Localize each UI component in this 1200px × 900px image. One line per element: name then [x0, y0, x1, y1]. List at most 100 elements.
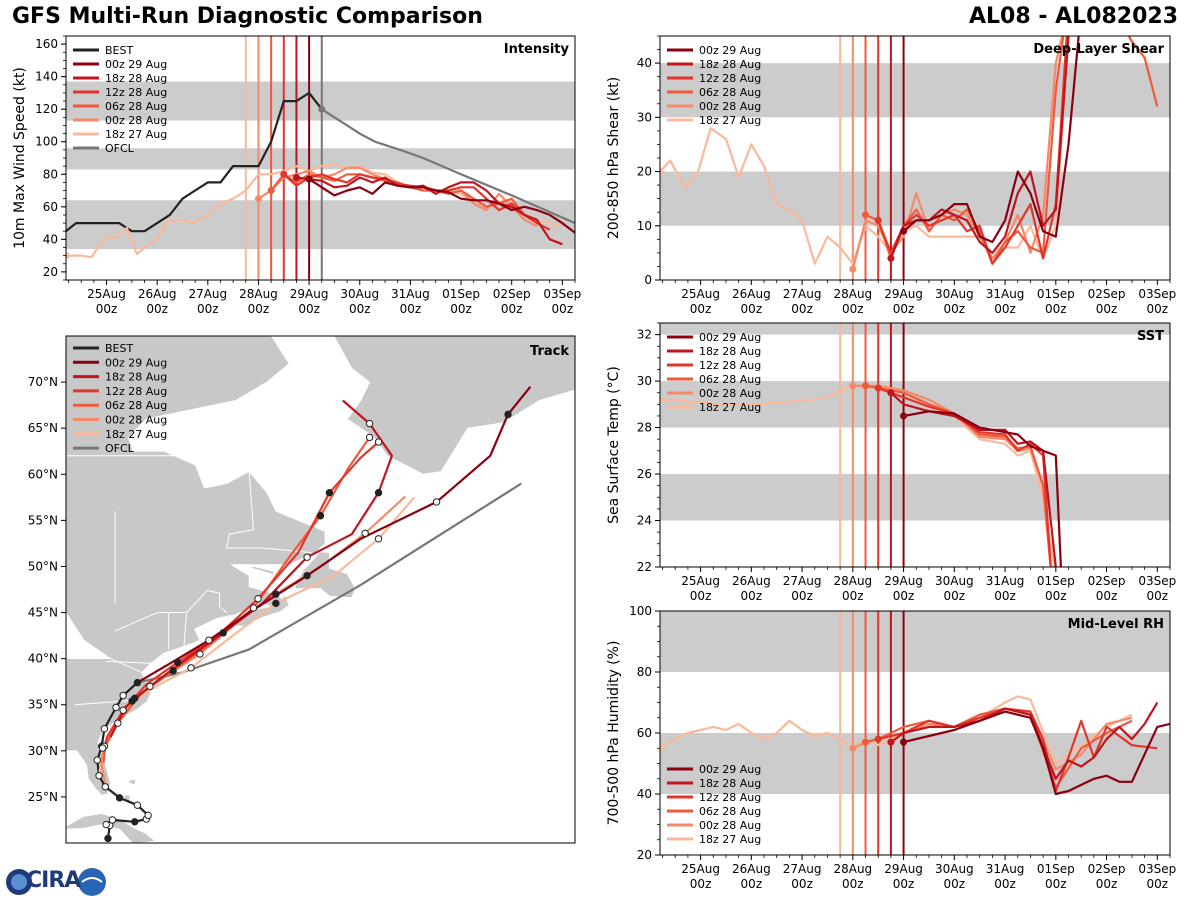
x-tick-label-date: 25Aug	[87, 287, 126, 301]
border-line-8	[183, 612, 188, 647]
y-tick-label: 80	[43, 167, 58, 181]
lat-tick-label: 40°N	[28, 652, 58, 666]
x-tick-label-date: 02Sep	[1088, 862, 1126, 876]
legend-label: 12z 28 Aug	[699, 359, 761, 372]
shaded-band-1	[660, 611, 1170, 672]
legend-entry-18z-27-aug: 18z 27 Aug	[667, 114, 761, 127]
legend-entry-18z-28-aug: 18z 28 Aug	[73, 371, 167, 384]
figure-title: GFS Multi-Run Diagnostic Comparison	[12, 4, 483, 29]
lat-tick-label: 35°N	[28, 698, 58, 712]
panel-title: Deep-Layer Shear	[1033, 42, 1164, 57]
shaded-band-1	[66, 148, 575, 170]
x-tick-label-date: 25Aug	[681, 287, 720, 301]
init-marker-18z-27-aug	[66, 252, 70, 260]
land-polygon-6	[66, 813, 157, 843]
series-line-best	[66, 91, 323, 233]
legend-label: 18z 28 Aug	[699, 58, 761, 71]
init-marker-06z-28-aug	[862, 211, 870, 219]
legend-entry-ofcl: OFCL	[73, 142, 135, 155]
legend-entry-00z-28-aug: 00z 28 Aug	[73, 114, 167, 127]
x-tick-label-date: 27Aug	[783, 574, 822, 588]
init-marker-00z-29-aug	[900, 412, 908, 420]
legend-entry-00z-28-aug: 00z 28 Aug	[667, 819, 761, 832]
plot-area-sst	[660, 323, 1170, 567]
panel-shear: 01020304025Aug00z26Aug00z27Aug00z28Aug00…	[606, 35, 1176, 316]
legend-entry-06z-28-aug: 06z 28 Aug	[73, 100, 167, 113]
y-axis-label: Sea Surface Temp (°C)	[606, 366, 622, 524]
panel-title: Track	[530, 344, 569, 359]
shaded-band-1	[660, 63, 1170, 118]
legend-entry-12z-28-aug: 12z 28 Aug	[73, 86, 167, 99]
x-tick-label-hour: 00z	[944, 877, 966, 891]
x-tick-label-date: 30Aug	[935, 287, 974, 301]
init-marker-00z-29-aug	[900, 227, 908, 235]
x-tick-label-hour: 00z	[1045, 302, 1067, 316]
y-tick-label: 60	[43, 200, 58, 214]
lat-tick-label: 30°N	[28, 744, 58, 758]
init-marker-18z-28-aug	[887, 254, 895, 262]
track-marker-06z-28-aug	[249, 604, 258, 612]
x-tick-label-date: 25Aug	[681, 574, 720, 588]
cira-logo-text: CIRA	[26, 868, 81, 893]
x-tick-label-date: 01Sep	[442, 287, 480, 301]
legend-entry-12z-28-aug: 12z 28 Aug	[667, 72, 761, 85]
x-tick-label-date: 02Sep	[493, 287, 531, 301]
legend-label: 06z 28 Aug	[699, 86, 761, 99]
x-tick-label-date: 29Aug	[884, 287, 923, 301]
legend-label: BEST	[105, 44, 133, 57]
legend-entry-06z-28-aug: 06z 28 Aug	[667, 373, 761, 386]
x-tick-label-hour: 00z	[552, 302, 574, 316]
y-tick-label: 140	[35, 70, 58, 84]
x-tick-label-date: 27Aug	[188, 287, 227, 301]
track-marker-00z-29-aug	[205, 636, 213, 644]
x-tick-label-hour: 00z	[690, 302, 712, 316]
x-tick-label-date: 29Aug	[884, 574, 923, 588]
legend-entry-18z-27-aug: 18z 27 Aug	[73, 128, 167, 141]
init-marker-00z-28-aug	[254, 195, 262, 203]
x-tick-label-hour: 00z	[944, 589, 966, 603]
panel-title: SST	[1137, 329, 1164, 344]
track-marker-00z-29-aug	[303, 571, 311, 580]
legend-label: 12z 28 Aug	[699, 72, 761, 85]
track-marker-18z-27-aug	[272, 599, 280, 608]
x-tick-label-hour: 00z	[791, 877, 813, 891]
x-tick-label-hour: 00z	[1045, 877, 1067, 891]
init-marker-06z-28-aug	[862, 382, 870, 390]
y-tick-label: 26	[637, 467, 652, 481]
series-line-12z-28-aug	[877, 36, 1068, 265]
init-marker-12z-28-aug	[874, 216, 882, 224]
cira-logo-badge-icon	[78, 868, 106, 896]
x-tick-label-hour: 00z	[1045, 589, 1067, 603]
land-polygon-5	[66, 658, 152, 796]
panel-rh: 2040608010025Aug00z26Aug00z27Aug00z28Aug…	[606, 604, 1176, 891]
y-tick-label: 20	[43, 265, 58, 279]
x-tick-label-hour: 00z	[994, 589, 1016, 603]
x-tick-label-hour: 00z	[1096, 877, 1118, 891]
x-tick-label-date: 28Aug	[833, 862, 872, 876]
legend-label: 18z 27 Aug	[105, 428, 167, 441]
track-marker-12z-28-aug	[119, 706, 127, 714]
y-tick-label: 20	[637, 848, 652, 862]
x-tick-label-date: 01Sep	[1037, 574, 1075, 588]
x-tick-label-hour: 00z	[1147, 302, 1169, 316]
track-marker-18z-27-aug	[187, 664, 195, 672]
y-tick-label: 0	[644, 273, 652, 287]
legend-label: 06z 28 Aug	[105, 399, 167, 412]
legend-entry-00z-29-aug: 00z 29 Aug	[73, 58, 167, 71]
track-marker-00z-29-aug	[504, 410, 512, 419]
track-marker-18z-28-aug	[374, 489, 383, 497]
x-tick-label-hour: 00z	[197, 302, 219, 316]
track-marker-best	[119, 691, 127, 700]
series-line-06z-28-aug	[865, 707, 1133, 790]
series-line-06z-28-aug-tail	[1127, 36, 1159, 107]
track-marker-00z-28-aug	[98, 744, 107, 752]
y-axis-label: 700-500 hPa Humidity (%)	[606, 641, 622, 826]
init-marker-ofcl	[318, 105, 326, 113]
track-marker-best	[95, 772, 103, 780]
legend-label: 18z 28 Aug	[105, 72, 167, 85]
legend-label: 18z 28 Aug	[105, 371, 167, 384]
legend-entry-best: BEST	[73, 342, 133, 355]
x-tick-label-date: 31Aug	[986, 574, 1025, 588]
y-tick-label: 20	[637, 165, 652, 179]
